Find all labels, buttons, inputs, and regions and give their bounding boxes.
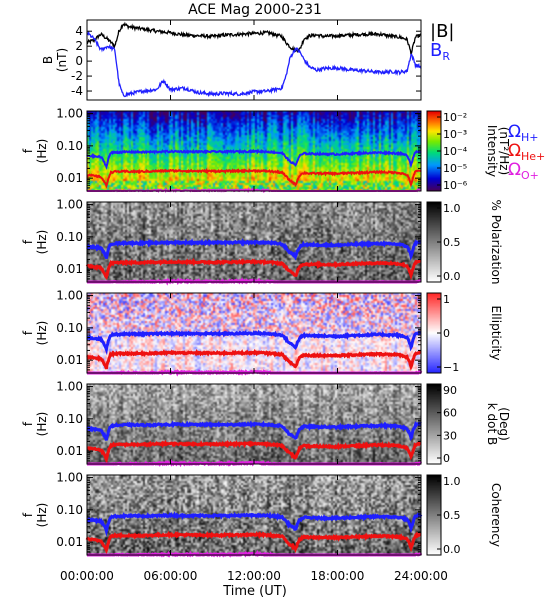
x-tick-label-2: 12:00:00	[227, 569, 281, 583]
polarization-cbar-tick-label-2: 0.0	[443, 270, 461, 283]
ellipticity-cbar-tick-label-2: −1	[443, 361, 459, 374]
series-1-line	[86, 30, 422, 98]
k-dot-b-cyclotron-Hplus	[86, 420, 422, 442]
polarization-ylabel-line2: (Hz)	[35, 230, 49, 255]
panel-b-field: 420-2-4 B (nT) |B|BR	[41, 19, 454, 101]
x-tick-label-4: 24:00:00	[394, 569, 448, 583]
k-dot-b-cbar-label-line1: k dot B	[485, 403, 499, 445]
intensity-cbar-label-line1: Intensity	[485, 125, 499, 177]
k-dot-b-ylabel-line2: (Hz)	[35, 412, 49, 437]
polarization-cyclotron-Heplus	[85, 257, 422, 281]
intensity-ytick-label-2: 0.01	[56, 171, 83, 185]
x-tick-label-3: 18:00:00	[311, 569, 365, 583]
ellipticity-colorbar	[427, 293, 441, 373]
k-dot-b-ytick-label-0: 1.00	[56, 380, 83, 394]
b-ytick-label-1: 2	[75, 39, 83, 53]
b-legend-0: |B|	[430, 21, 454, 42]
intensity-ylabel-line1: f	[21, 148, 35, 153]
panel-coherency: 1.00 0.10 0.01 f (Hz) 1.0 0.5 0.0 Coherency	[21, 471, 503, 558]
coherency-cbar-tick-label-1: 0.5	[443, 509, 461, 522]
polarization-cbar-tick-label-1: 0.5	[443, 236, 461, 249]
k-dot-b-ylabel-line1: f	[21, 421, 35, 426]
polarization-cbar-label-line1: % Polarization	[489, 200, 503, 285]
b-ylabel-line1: B	[41, 56, 55, 64]
intensity-cbar-tick-label-4: 10⁻⁶	[443, 179, 468, 192]
cyclotron-legend-0-sub: H+	[521, 131, 539, 144]
panel-k-dot-b: 1.00 0.10 0.01 f (Hz) 90 60 30 0 k dot B(Deg)	[21, 380, 511, 468]
intensity-cbar-tick-label-0: 10⁻²	[443, 111, 467, 124]
k-dot-b-ytick-label-1: 0.10	[56, 412, 83, 426]
intensity-ytick-label-0: 1.00	[56, 107, 83, 121]
intensity-cyclotron-Hplus	[86, 148, 422, 170]
polarization-cyclotron-Hplus	[86, 238, 422, 261]
x-axis-label: Time (UT)	[222, 584, 287, 599]
x-axis: 00:00:00 06:00:00 12:00:00 18:00:00 24:00:00	[60, 569, 448, 583]
k-dot-b-colorbar-frame	[426, 383, 442, 465]
intensity-cbar-tick-label-3: 10⁻⁵	[443, 162, 467, 175]
k-dot-b-colorbar	[427, 384, 441, 464]
b-ytick-label-4: -4	[71, 84, 83, 98]
cyclotron-legend-2: ΩO+	[508, 160, 539, 182]
polarization-colorbar	[427, 202, 441, 282]
k-dot-b-ytick-label-2: 0.01	[56, 444, 83, 458]
intensity-ytick-label-1: 0.10	[56, 139, 83, 153]
panel-intensity: 1.00 0.10 0.01 f (Hz) 10⁻² 10⁻³ 10⁻⁴ 10⁻⁵ 10⁻⁶ Int…	[21, 107, 545, 193]
b-ytick-label-0: 4	[75, 24, 83, 38]
coherency-ytick-label-1: 0.10	[56, 503, 83, 517]
cyclotron-legend-2-sub: O+	[521, 169, 539, 182]
polarization-ytick-label-2: 0.01	[56, 262, 83, 276]
k-dot-b-cbar-label-line2: (Deg)	[497, 407, 511, 441]
x-tick-label-1: 06:00:00	[144, 569, 198, 583]
k-dot-b-cbar-tick-label-2: 30	[443, 429, 457, 442]
k-dot-b-cbar-tick-label-3: 0	[443, 452, 450, 465]
coherency-ylabel-line1: f	[21, 512, 35, 517]
ellipticity-ylabel-line2: (Hz)	[35, 321, 49, 346]
polarization-ytick-label-0: 1.00	[56, 198, 83, 212]
b-ylabel-line2: (nT)	[55, 48, 69, 72]
coherency-cbar-tick-label-2: 0.0	[443, 543, 461, 556]
ellipticity-cbar-label-line1: Ellipticity	[489, 306, 503, 361]
b-legend-1-sub: R	[442, 50, 450, 63]
ellipticity-cyclotron-Heplus	[86, 348, 422, 371]
intensity-cbar-tick-label-2: 10⁻⁴	[443, 145, 468, 158]
intensity-cbar-label-line2: (nT²/Hz)	[497, 127, 511, 175]
intensity-cyclotron-Heplus	[86, 167, 422, 189]
ellipticity-cbar-tick-label-0: 1	[443, 293, 450, 306]
polarization-ylabel-line1: f	[21, 239, 35, 244]
intensity-cbar-tick-label-1: 10⁻³	[443, 128, 467, 141]
panel-polarization: 1.00 0.10 0.01 f (Hz) 1.0 0.5 0.0 % Polarization	[21, 198, 503, 286]
k-dot-b-cbar-tick-label-0: 90	[443, 384, 457, 397]
intensity-ylabel-line2: (Hz)	[35, 139, 49, 164]
b-legend-1: BR	[430, 40, 450, 63]
coherency-cbar-tick-label-0: 1.0	[443, 475, 461, 488]
polarization-cbar-tick-label-0: 1.0	[443, 202, 461, 215]
coherency-cyclotron-Heplus	[85, 530, 422, 555]
chart-title: ACE Mag 2000-231	[188, 2, 322, 18]
ellipticity-ytick-label-0: 1.00	[56, 289, 83, 303]
coherency-ytick-label-2: 0.01	[56, 535, 83, 549]
x-tick-label-0: 00:00:00	[60, 569, 114, 583]
ellipticity-cbar-tick-label-1: 0	[443, 327, 450, 340]
coherency-cbar-label-line1: Coherency	[489, 483, 503, 547]
ellipticity-cyclotron-Hplus	[86, 329, 422, 356]
coherency-cyclotron-Hplus	[86, 511, 423, 537]
series-0-line	[86, 21, 422, 57]
b-ytick-label-3: -2	[71, 69, 83, 83]
b-ytick-label-2: 0	[75, 54, 83, 68]
coherency-ylabel-line2: (Hz)	[35, 503, 49, 528]
k-dot-b-cyclotron-Heplus	[86, 439, 422, 465]
ellipticity-ylabel-line1: f	[21, 330, 35, 335]
intensity-colorbar	[427, 111, 441, 191]
ellipticity-ytick-label-1: 0.10	[56, 321, 83, 335]
cyclotron-legend-1-sub: He+	[521, 150, 545, 163]
polarization-ytick-label-1: 0.10	[56, 230, 83, 244]
panel-ellipticity: 1.00 0.10 0.01 f (Hz) 1 0 −1 Ellipticity	[21, 289, 503, 377]
coherency-colorbar	[427, 475, 441, 555]
coherency-ytick-label-0: 1.00	[56, 471, 83, 485]
panels-group: 420-2-4B (nT)|B|BR1.000.100.01f (Hz)10⁻²10…	[21, 19, 545, 558]
k-dot-b-cbar-tick-label-1: 60	[443, 407, 457, 420]
ellipticity-ytick-label-2: 0.01	[56, 353, 83, 367]
